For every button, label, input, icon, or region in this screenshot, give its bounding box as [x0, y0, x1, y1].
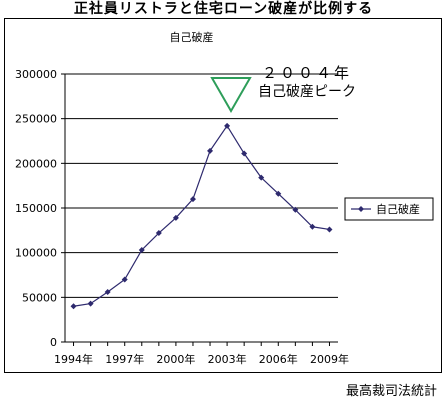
headline: 正社員リストラと住宅ローン破産が比例する	[73, 1, 374, 17]
y-tick-label: 100000	[15, 247, 57, 260]
data-point	[189, 196, 196, 203]
annotation-line-1: ２００４年	[262, 64, 352, 82]
y-tick-label: 300000	[15, 68, 57, 81]
y-tick-label: 250000	[15, 113, 57, 126]
legend-label: 自己破産	[376, 202, 420, 216]
x-tick-label: 1997年	[105, 352, 144, 366]
chart-title: 自己破産	[170, 30, 214, 44]
y-tick-label: 200000	[15, 157, 57, 170]
x-tick-label: 1994年	[54, 352, 93, 366]
data-point	[155, 230, 162, 237]
series-line	[73, 124, 330, 307]
x-tick-label: 2000年	[156, 352, 195, 366]
data-point	[241, 150, 248, 157]
y-tick-label: 0	[50, 336, 57, 349]
data-point	[172, 214, 179, 221]
chart-svg: 自己破産 0 50000 100000 150000 200000 250000 300000…	[15, 30, 434, 366]
data-point	[70, 303, 77, 310]
data-point	[292, 206, 299, 213]
legend-box	[344, 197, 434, 221]
data-point	[104, 288, 111, 295]
annotation-marker	[210, 77, 252, 114]
x-tick-label: 2006年	[259, 352, 298, 366]
y-tick-label: 50000	[22, 291, 57, 304]
data-point	[309, 223, 316, 230]
data-point	[121, 276, 128, 283]
annotation-line-2: 自己破産ピーク	[258, 84, 356, 100]
data-point	[326, 226, 333, 233]
source-label: 最高裁司法統計	[345, 384, 437, 399]
data-point	[258, 174, 265, 181]
y-tick-label: 150000	[15, 202, 57, 215]
legend-marker	[358, 206, 364, 212]
data-point	[87, 300, 94, 307]
data-point	[207, 147, 214, 154]
data-point	[224, 122, 231, 129]
data-point	[138, 246, 145, 253]
data-point	[275, 190, 282, 197]
chart-frame: 自己破産 0 50000 100000 150000 200000 250000 300000…	[4, 18, 442, 373]
x-tick-label: 2003年	[208, 352, 247, 366]
x-tick-label: 2009年	[310, 352, 349, 366]
